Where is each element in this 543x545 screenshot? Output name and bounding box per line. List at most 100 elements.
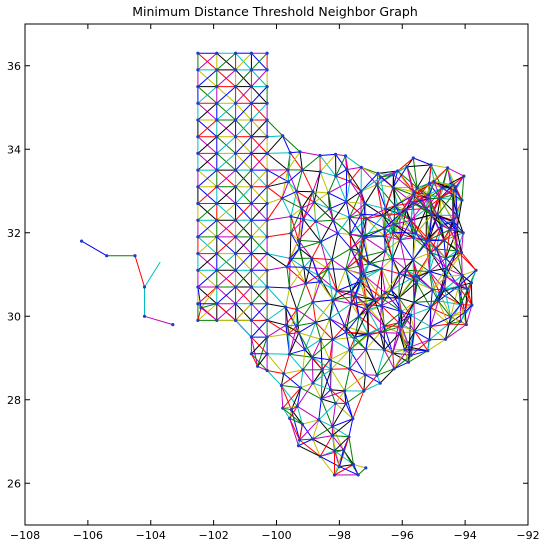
graph-node xyxy=(343,154,348,158)
graph-edge xyxy=(288,333,306,351)
graph-node xyxy=(215,268,219,272)
graph-edge xyxy=(339,466,359,476)
graph-node xyxy=(196,285,200,289)
graph-edge xyxy=(410,208,427,221)
graph-edge xyxy=(297,405,320,421)
graph-edge xyxy=(266,370,282,386)
graph-edge xyxy=(428,225,442,241)
graph-edge xyxy=(344,390,354,419)
graph-edge xyxy=(327,268,334,300)
graph-edge xyxy=(393,174,415,193)
graph-edge xyxy=(332,336,356,341)
graph-edge xyxy=(380,170,398,178)
graph-edge xyxy=(414,326,431,332)
graph-edge xyxy=(445,250,458,269)
graph-edge xyxy=(376,184,394,188)
graph-edge xyxy=(354,333,369,338)
graph-edge xyxy=(364,184,378,205)
graph-node xyxy=(444,256,448,260)
graph-edge xyxy=(364,203,384,216)
graph-node xyxy=(424,239,428,243)
graph-node xyxy=(215,252,219,256)
graph-edge xyxy=(455,186,458,216)
graph-edge xyxy=(289,257,305,268)
graph-edge xyxy=(447,167,465,177)
graph-edge xyxy=(429,338,446,341)
graph-node xyxy=(343,324,347,328)
graph-edge xyxy=(352,390,365,419)
graph-edge xyxy=(216,136,236,154)
graph-edge xyxy=(344,325,356,338)
graph-edge xyxy=(312,302,317,323)
graph-edge xyxy=(406,166,418,189)
graph-edge xyxy=(282,135,301,153)
graph-node xyxy=(379,296,384,300)
graph-node xyxy=(234,318,238,322)
graph-edge xyxy=(435,248,447,277)
graph-edge xyxy=(315,322,322,340)
graph-node xyxy=(249,101,253,105)
graph-node xyxy=(344,200,348,204)
graph-node xyxy=(297,246,302,250)
graph-edge xyxy=(413,277,415,303)
graph-node xyxy=(415,186,419,190)
graph-edge xyxy=(406,269,430,272)
graph-node xyxy=(332,449,337,453)
graph-edge xyxy=(286,266,307,284)
graph-edge xyxy=(391,239,401,259)
graph-edge xyxy=(285,287,290,308)
graph-edge xyxy=(430,252,447,269)
graph-node xyxy=(458,319,462,323)
graph-node xyxy=(446,166,450,170)
graph-edge xyxy=(401,326,406,350)
graph-edge xyxy=(413,276,419,303)
graph-edge xyxy=(320,369,332,400)
graph-node xyxy=(234,185,238,189)
graph-node xyxy=(424,207,428,211)
graph-edge xyxy=(281,169,289,199)
graph-node xyxy=(426,197,430,201)
graph-edge xyxy=(318,419,333,428)
graph-edge xyxy=(200,307,218,321)
graph-node xyxy=(398,212,402,216)
graph-edge xyxy=(300,369,304,388)
graph-node xyxy=(215,118,219,122)
graph-edge xyxy=(392,349,406,354)
graph-edge xyxy=(384,213,401,229)
graph-edge xyxy=(216,219,236,238)
y-tick-label: 32 xyxy=(7,227,21,240)
graph-edge xyxy=(329,208,350,218)
graph-edge xyxy=(321,390,345,400)
graph-node xyxy=(279,383,283,388)
graph-edge xyxy=(328,175,337,194)
graph-node xyxy=(215,302,219,306)
graph-node xyxy=(469,281,473,285)
graph-edge xyxy=(332,426,350,438)
graph-edge xyxy=(361,235,370,264)
graph-edge xyxy=(300,382,314,389)
graph-edge xyxy=(338,449,344,467)
graph-edge xyxy=(444,289,452,318)
graph-node xyxy=(295,189,299,193)
graph-edge xyxy=(439,197,455,222)
graph-node xyxy=(357,314,361,318)
graph-edge xyxy=(379,368,395,384)
graph-edge xyxy=(312,275,319,303)
graph-node xyxy=(249,135,253,139)
chart-title: Minimum Distance Threshold Neighbor Grap… xyxy=(132,4,418,19)
x-tick-label: −92 xyxy=(516,529,539,542)
graph-edge xyxy=(299,439,321,457)
graph-node xyxy=(403,347,407,352)
graph-edge xyxy=(427,194,441,199)
graph-edge xyxy=(412,202,417,234)
graph-edge xyxy=(376,184,387,209)
graph-node xyxy=(404,268,409,272)
graph-edge xyxy=(286,248,300,268)
graph-edge xyxy=(427,181,435,196)
graph-node xyxy=(326,267,330,271)
graph-edge xyxy=(408,347,410,363)
graph-edge xyxy=(298,221,317,241)
graph-edge xyxy=(330,389,347,404)
graph-edge xyxy=(197,153,218,171)
graph-edge xyxy=(290,387,302,410)
